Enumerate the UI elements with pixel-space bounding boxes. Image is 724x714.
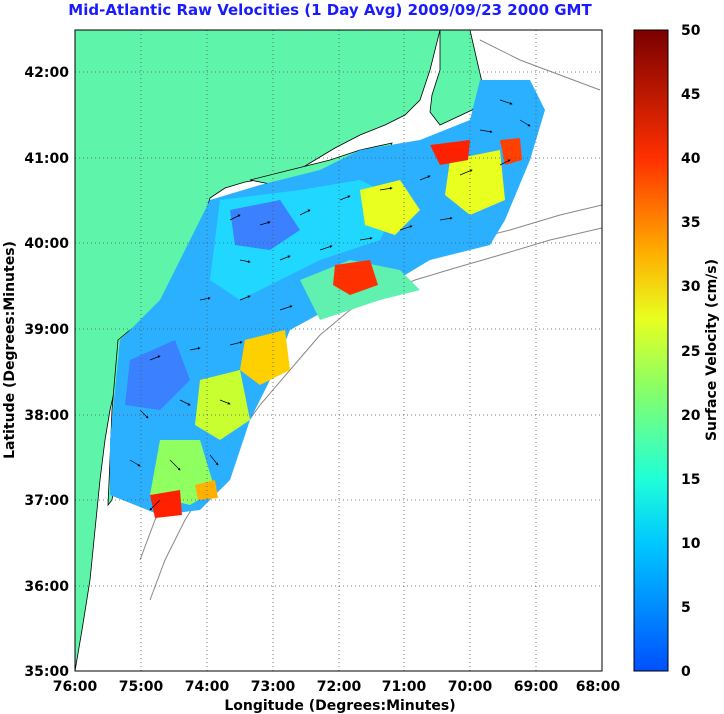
colorbar-label: Surface Velocity (cm/s) xyxy=(704,259,720,441)
map-title: Mid-Atlantic Raw Velocities (1 Day Avg) … xyxy=(68,1,592,19)
colorbar-tick-label: 5 xyxy=(681,600,691,616)
lat-tick-label: 40:00 xyxy=(24,236,69,252)
lat-tick-label: 42:00 xyxy=(24,65,69,81)
colorbar-tick-label: 15 xyxy=(681,472,700,488)
lat-tick-label: 37:00 xyxy=(24,493,69,509)
lon-tick-label: 72:00 xyxy=(317,679,362,695)
velocity-vectors xyxy=(129,99,531,511)
lon-tick-label: 68:00 xyxy=(576,679,621,695)
land-cape-cod xyxy=(429,30,486,126)
colorbar-tick-label: 10 xyxy=(681,536,701,552)
x-axis-label: Longitude (Degrees:Minutes) xyxy=(224,698,455,714)
map-frame xyxy=(74,29,603,672)
colorbar-tick-label: 45 xyxy=(681,87,700,103)
velocity-field xyxy=(110,80,545,518)
lat-tick-label: 35:00 xyxy=(24,664,69,680)
colorbar-tick-label: 25 xyxy=(681,344,700,360)
lon-tick-label: 73:00 xyxy=(251,679,296,695)
lon-tick-label: 71:00 xyxy=(382,679,427,695)
lat-tick-label: 38:00 xyxy=(24,408,69,424)
colorbar xyxy=(633,29,669,672)
lon-tick-label: 69:00 xyxy=(514,679,559,695)
lat-tick-label: 39:00 xyxy=(24,322,69,338)
colorbar-tick-label: 20 xyxy=(681,408,701,424)
lon-tick-label: 74:00 xyxy=(185,679,230,695)
lat-tick-label: 41:00 xyxy=(24,151,69,167)
lon-tick-label: 70:00 xyxy=(448,679,493,695)
y-axis-label: Latitude (Degrees:Minutes) xyxy=(2,241,18,459)
lat-tick-label: 36:00 xyxy=(24,579,69,595)
bathymetry-contour xyxy=(479,39,601,91)
longitude-tick-labels: 76:00 75:00 74:00 73:00 72:00 71:00 70:0… xyxy=(53,679,621,695)
latitude-tick-labels: 35:00 36:00 37:00 38:00 39:00 40:00 41:0… xyxy=(24,65,69,680)
colorbar-tick-label: 0 xyxy=(681,664,691,680)
lon-tick-label: 76:00 xyxy=(53,679,98,695)
colorbar-tick-labels: 0 5 10 15 20 25 30 35 40 45 50 xyxy=(681,23,701,680)
colorbar-tick-label: 50 xyxy=(681,23,701,39)
colorbar-tick-label: 40 xyxy=(681,151,701,167)
colorbar-tick-label: 30 xyxy=(681,279,701,295)
colorbar-tick-label: 35 xyxy=(681,215,700,231)
lon-tick-label: 75:00 xyxy=(119,679,164,695)
map-grid xyxy=(75,30,602,671)
